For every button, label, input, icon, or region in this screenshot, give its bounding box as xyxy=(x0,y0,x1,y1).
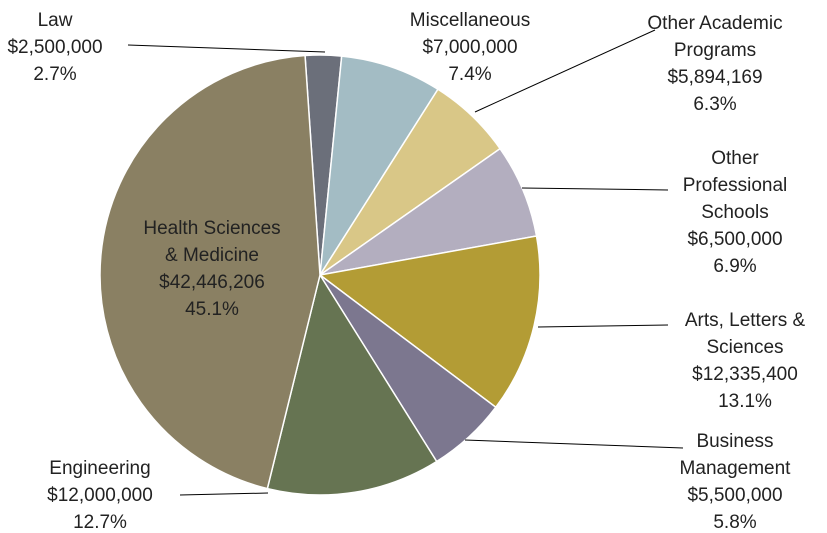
slice-label: Other Professional Schools $6,500,000 6.9% xyxy=(665,145,805,280)
share-label: 2.7% xyxy=(33,64,77,85)
value-label: $5,500,000 xyxy=(687,485,783,506)
category-name: Other Professional Schools xyxy=(682,148,788,223)
slice-label: Engineering $12,000,000 12.7% xyxy=(15,455,185,533)
share-label: 13.1% xyxy=(718,391,772,412)
value-label: $12,335,400 xyxy=(692,364,798,385)
leader-line xyxy=(464,439,684,449)
leader-line xyxy=(127,44,326,53)
value-label: $42,446,206 xyxy=(159,272,265,293)
category-name: Health Sciences & Medicine xyxy=(143,218,281,266)
leader-line xyxy=(474,29,656,113)
category-name: Business Management xyxy=(679,431,791,479)
pie-slice xyxy=(266,273,438,496)
slice-label: Other Academic Programs $5,894,169 6.3% xyxy=(630,10,800,118)
share-label: 6.9% xyxy=(713,256,757,277)
share-label: 45.1% xyxy=(185,299,239,320)
category-name: Miscellaneous xyxy=(409,10,531,31)
category-name: Other Academic Programs xyxy=(647,13,783,61)
value-label: $2,500,000 xyxy=(7,37,103,58)
slice-label: Arts, Letters & Sciences $12,335,400 13.1% xyxy=(665,307,825,415)
value-label: $7,000,000 xyxy=(422,37,518,58)
leader-line xyxy=(521,187,669,191)
slice-label: Health Sciences & Medicine $42,446,206 45.… xyxy=(137,215,287,323)
share-label: 5.8% xyxy=(713,512,757,533)
pie-slice xyxy=(318,235,541,409)
category-name: Engineering xyxy=(49,458,151,479)
category-name: Law xyxy=(37,10,73,31)
value-label: $12,000,000 xyxy=(47,485,153,506)
category-name: Arts, Letters & Sciences xyxy=(684,310,806,358)
leader-line xyxy=(537,324,669,328)
leader-line xyxy=(179,492,269,496)
slice-label: Business Management $5,500,000 5.8% xyxy=(670,428,800,533)
slice-label: Law $2,500,000 2.7% xyxy=(0,7,130,88)
share-label: 12.7% xyxy=(73,512,127,533)
value-label: $5,894,169 xyxy=(667,67,763,88)
slice-label: Miscellaneous $7,000,000 7.4% xyxy=(385,7,555,88)
share-label: 6.3% xyxy=(693,94,737,115)
pie-slice xyxy=(319,55,439,276)
value-label: $6,500,000 xyxy=(687,229,783,250)
share-label: 7.4% xyxy=(448,64,492,85)
pie-slice xyxy=(99,54,321,490)
